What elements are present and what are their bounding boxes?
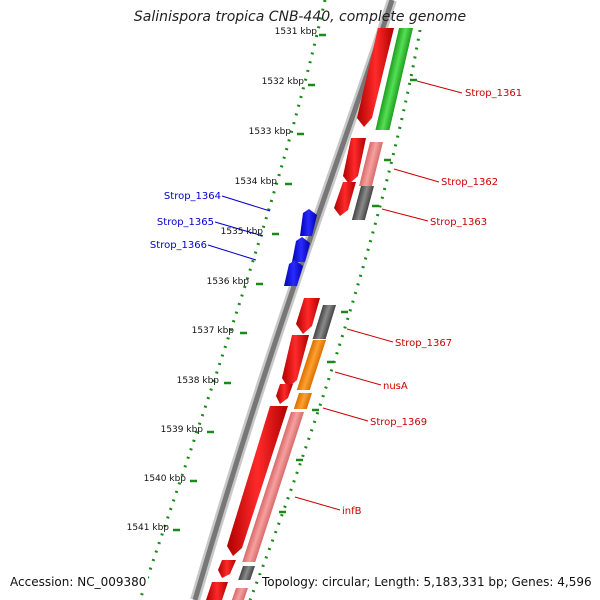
cds-strop-1363[interactable] xyxy=(334,182,356,216)
cog-gray-1363 xyxy=(351,186,374,220)
gene-label-strop-1363[interactable]: Strop_1363 xyxy=(430,217,487,228)
cds-strop-1364[interactable] xyxy=(300,209,317,236)
cog-lane xyxy=(229,28,413,600)
cds-strop-1362[interactable] xyxy=(343,138,366,184)
tick-label: 1540 kbp xyxy=(144,474,187,484)
leader-strop-1363 xyxy=(381,208,429,222)
cog-orange-small xyxy=(293,393,312,409)
cds-small-1[interactable] xyxy=(218,560,236,578)
cog-pink-infB xyxy=(242,412,304,562)
label-leaders xyxy=(207,80,463,511)
cog-orange-nusA xyxy=(296,340,326,390)
tick-label: 1533 kbp xyxy=(249,127,292,137)
tick-label: 1541 kbp xyxy=(127,523,170,533)
gene-label-infB[interactable]: infB xyxy=(342,506,362,517)
cds-infB[interactable] xyxy=(227,406,288,556)
leader-infB xyxy=(294,496,341,511)
gene-label-nusA[interactable]: nusA xyxy=(383,381,408,392)
tick-label: 1531 kbp xyxy=(275,27,318,37)
gene-label-strop-1369[interactable]: Strop_1369 xyxy=(370,417,427,428)
tick-label: 1536 kbp xyxy=(207,277,250,287)
cds-nusA[interactable] xyxy=(276,384,293,404)
cds-strop-1366[interactable] xyxy=(284,260,303,286)
leader-strop-1366 xyxy=(207,244,257,261)
cds-small-2[interactable] xyxy=(206,582,228,600)
gene-label-strop-1365[interactable]: Strop_1365 xyxy=(157,217,214,228)
accession-text: Accession: NC_009380 xyxy=(8,575,149,589)
cog-gray-1367 xyxy=(312,305,336,339)
gene-labels-right: Strop_1361 Strop_1362 Strop_1363 Strop_1… xyxy=(342,88,522,517)
gene-label-strop-1367[interactable]: Strop_1367 xyxy=(395,338,452,349)
scale-ring xyxy=(138,0,327,600)
outer-ring-ticks xyxy=(279,78,417,514)
cds-strop-1365[interactable] xyxy=(292,237,310,262)
gene-label-strop-1362[interactable]: Strop_1362 xyxy=(441,177,498,188)
map-title: Salinispora tropica CNB-440, complete ge… xyxy=(133,9,467,25)
gene-label-strop-1364[interactable]: Strop_1364 xyxy=(164,191,221,202)
gene-label-strop-1366[interactable]: Strop_1366 xyxy=(150,240,207,251)
leader-strop-1364 xyxy=(221,195,271,212)
tick-label: 1534 kbp xyxy=(235,177,278,187)
topology-text: Topology: circular; Length: 5,183,331 bp… xyxy=(260,575,594,589)
cog-green xyxy=(375,28,413,130)
tick-label: 1535 kbp xyxy=(221,227,264,237)
gene-labels-left: Strop_1364 Strop_1365 Strop_1366 xyxy=(150,191,221,251)
cds-strop-1367a[interactable] xyxy=(296,298,320,334)
outer-dotted-ring xyxy=(248,29,422,600)
leader-strop-1361 xyxy=(416,80,463,94)
scale-labels: 1531 kbp 1532 kbp 1533 kbp 1534 kbp 1535… xyxy=(127,27,318,533)
leader-strop-1362 xyxy=(393,168,440,183)
leader-strop-1369 xyxy=(322,407,369,422)
cog-pink-small xyxy=(229,588,248,600)
leader-strop-1365 xyxy=(214,221,264,237)
tick-label: 1539 kbp xyxy=(161,425,204,435)
tick-label: 1532 kbp xyxy=(262,77,305,87)
scale-ticks xyxy=(173,33,326,532)
tick-label: 1537 kbp xyxy=(192,326,235,336)
forward-cds-lane xyxy=(206,28,394,600)
leader-strop-1367 xyxy=(346,328,394,343)
leader-nusA xyxy=(334,371,382,386)
cog-pink-1362 xyxy=(359,142,383,186)
cds-strop-1361[interactable] xyxy=(357,28,394,127)
cog-gray-small xyxy=(238,566,255,580)
reverse-cds-lane xyxy=(284,209,317,286)
cds-strop-1367b[interactable] xyxy=(282,335,309,388)
gene-label-strop-1361[interactable]: Strop_1361 xyxy=(465,88,522,99)
tick-label: 1538 kbp xyxy=(177,376,220,386)
